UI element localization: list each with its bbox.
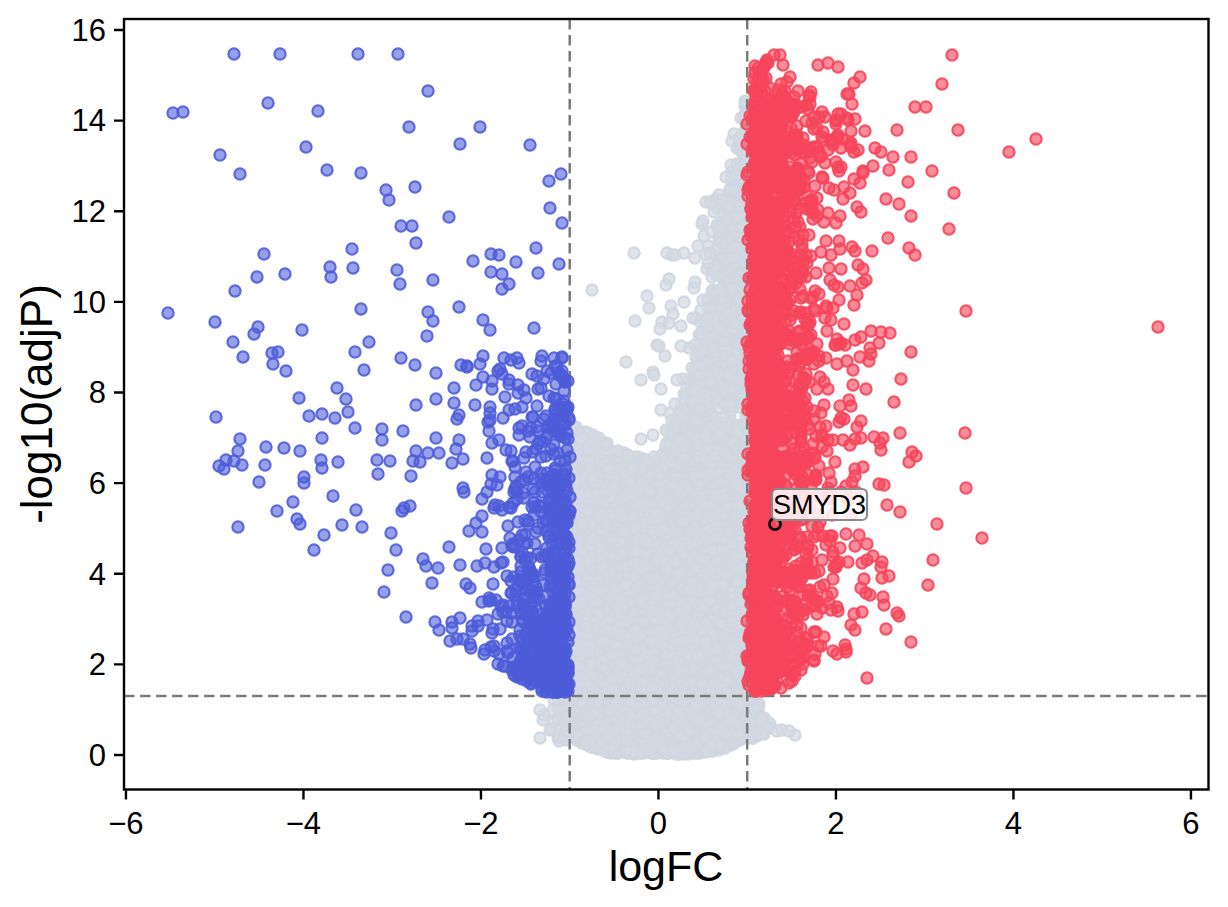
- svg-text:12: 12: [72, 194, 106, 229]
- svg-text:2: 2: [89, 647, 106, 682]
- svg-text:6: 6: [89, 466, 106, 501]
- svg-text:SMYD3: SMYD3: [773, 490, 866, 520]
- svg-text:8: 8: [89, 375, 106, 410]
- svg-text:2: 2: [827, 806, 844, 841]
- svg-text:14: 14: [72, 103, 106, 138]
- svg-text:logFC: logFC: [609, 842, 724, 890]
- svg-text:0: 0: [650, 806, 667, 841]
- svg-text:10: 10: [72, 285, 106, 320]
- svg-text:0: 0: [89, 738, 106, 773]
- svg-text:−6: −6: [108, 806, 143, 841]
- svg-text:16: 16: [72, 13, 106, 48]
- svg-text:−4: −4: [286, 806, 321, 841]
- svg-text:6: 6: [1182, 806, 1199, 841]
- svg-text:4: 4: [89, 557, 106, 592]
- svg-text:−2: −2: [463, 806, 498, 841]
- svg-text:-log10(adjP): -log10(adjP): [12, 284, 61, 524]
- svg-text:4: 4: [1005, 806, 1022, 841]
